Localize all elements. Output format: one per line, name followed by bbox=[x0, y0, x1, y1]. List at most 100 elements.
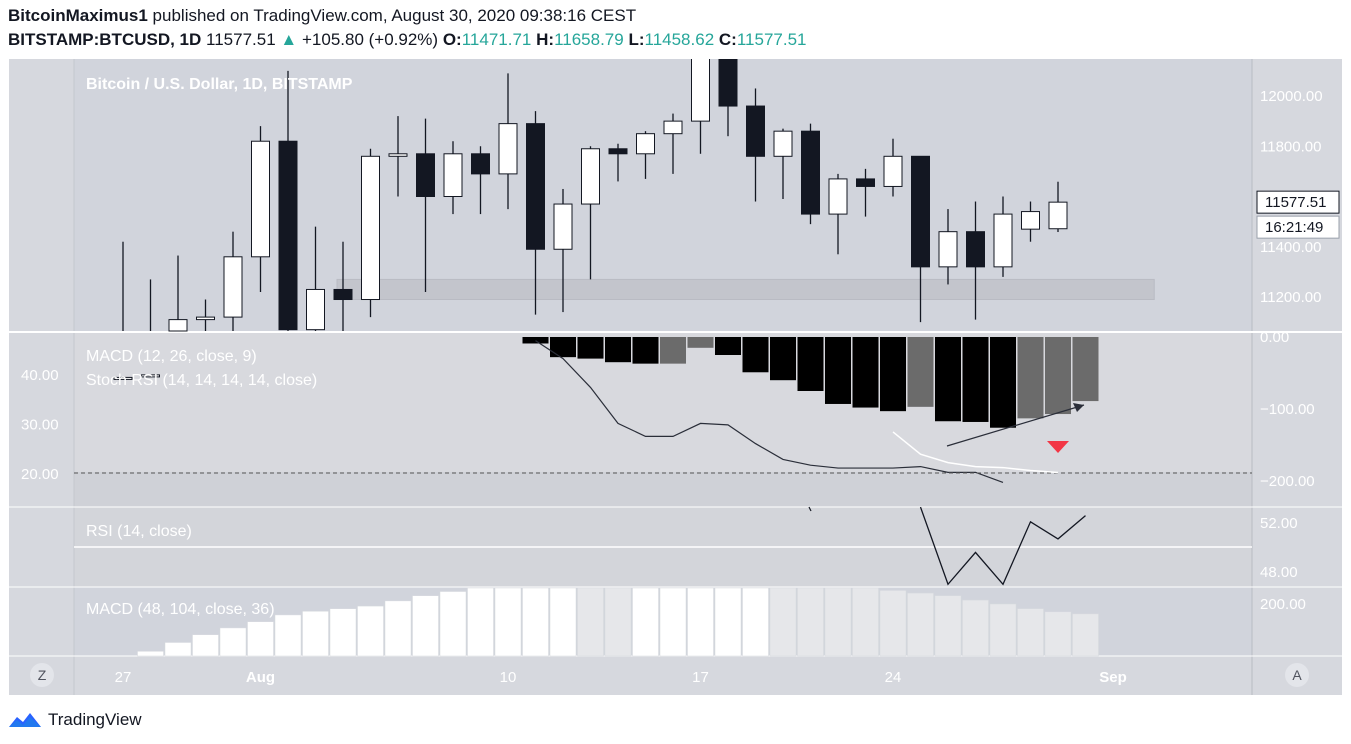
candle-down bbox=[911, 155, 930, 268]
price-tick-label: 11400.00 bbox=[1260, 239, 1321, 256]
tradingview-logo-icon[interactable] bbox=[8, 710, 42, 730]
macd2-histogram-bar bbox=[769, 587, 797, 657]
macd2-histogram-bar bbox=[522, 587, 549, 657]
macd2-histogram-bar bbox=[1044, 611, 1072, 657]
candle-up bbox=[993, 213, 1013, 268]
candle-down bbox=[718, 59, 738, 107]
macd-pane-title: MACD (12, 26, close, 9) bbox=[86, 348, 257, 365]
close-label: C: bbox=[718, 30, 737, 49]
published-text: published on TradingView.com, August 30,… bbox=[152, 6, 637, 25]
candle-up bbox=[1048, 201, 1068, 230]
macd2-histogram-bar bbox=[577, 587, 604, 657]
low-value: 11458.62 bbox=[644, 30, 715, 49]
macd2-histogram-bar bbox=[247, 621, 274, 657]
countdown-label: 16:21:49 bbox=[1265, 219, 1323, 236]
candle-down bbox=[856, 178, 875, 187]
macd2-histogram-bar bbox=[934, 595, 962, 657]
candle-up bbox=[828, 178, 848, 215]
open-label: O: bbox=[442, 30, 462, 49]
macd2-histogram-bar bbox=[357, 605, 384, 657]
candle-up bbox=[251, 140, 270, 258]
candle-up bbox=[883, 155, 903, 187]
macd2-histogram-bar bbox=[879, 590, 907, 657]
candle-down bbox=[471, 153, 490, 175]
price-tick-label: 11200.00 bbox=[1260, 289, 1321, 306]
candle-up bbox=[388, 153, 408, 157]
macd-histogram-bar bbox=[1072, 337, 1099, 402]
chart-canvas[interactable]: Bitcoin / U.S. Dollar, 1D, BITSTAMP 12000… bbox=[9, 59, 1342, 695]
candle-up bbox=[361, 155, 380, 301]
footer: TradingView bbox=[8, 707, 142, 733]
macd2-histogram-bar bbox=[274, 614, 302, 657]
last-price-label: 11577.51 bbox=[1265, 194, 1326, 211]
candle-up bbox=[553, 203, 573, 250]
zoom-button[interactable] bbox=[30, 663, 54, 687]
stoch-lower-band bbox=[74, 472, 1252, 507]
time-tick-label: 24 bbox=[885, 669, 902, 686]
macd2-histogram-bar bbox=[632, 587, 659, 657]
publisher-name[interactable]: BitcoinMaximus1 bbox=[8, 6, 148, 25]
macd2-tick-label: 200.00 bbox=[1260, 596, 1306, 613]
candle-down bbox=[746, 105, 765, 157]
macd-histogram-bar bbox=[550, 337, 576, 358]
price-pane-title: Bitcoin / U.S. Dollar, 1D, BITSTAMP bbox=[86, 76, 353, 93]
high-value: 11658.79 bbox=[554, 30, 624, 49]
tradingview-brand[interactable]: TradingView bbox=[48, 710, 142, 729]
time-axis bbox=[74, 656, 1252, 695]
support-zone bbox=[336, 278, 1155, 301]
macd2-histogram-bar bbox=[742, 587, 769, 657]
macd2-histogram-bar bbox=[659, 587, 687, 657]
stoch-signal-line bbox=[892, 431, 1059, 474]
macd-histogram-bar bbox=[687, 337, 714, 348]
time-tick-label: 17 bbox=[692, 669, 709, 686]
candle-up bbox=[113, 376, 133, 380]
macd-histogram-bar bbox=[1045, 337, 1071, 415]
last-price-tag bbox=[1256, 190, 1340, 214]
auto-scale-button-label: A bbox=[1292, 667, 1302, 683]
rsi-line-fragment bbox=[808, 506, 812, 512]
candle-down bbox=[801, 130, 820, 215]
high-label: H: bbox=[536, 30, 555, 49]
macd2-histogram-bar bbox=[962, 599, 989, 657]
open-value: 11471.71 bbox=[461, 30, 532, 49]
macd-histogram-bar bbox=[880, 337, 906, 412]
macd2-histogram-bar bbox=[549, 587, 577, 657]
macd-histogram-bar bbox=[632, 337, 659, 364]
macd-tick-label: 0.00 bbox=[1260, 329, 1289, 346]
macd2-histogram-bar bbox=[412, 595, 439, 657]
macd-histogram-bar bbox=[660, 337, 686, 364]
candle-up bbox=[196, 316, 215, 321]
macd-histogram-bar bbox=[522, 337, 549, 344]
macd2-histogram-bar bbox=[1072, 613, 1099, 657]
rsi-pane-title: RSI (14, close) bbox=[86, 523, 192, 540]
auto-scale-button[interactable] bbox=[1285, 663, 1309, 687]
macd2-histogram-bar bbox=[302, 611, 329, 657]
change-value: +105.80 (+0.92%) bbox=[301, 30, 439, 49]
macd-histogram-bar bbox=[605, 337, 631, 363]
candle-down bbox=[608, 148, 628, 155]
macd-histogram-bar bbox=[1017, 337, 1044, 419]
bearish-marker-icon bbox=[1047, 441, 1069, 453]
trendline-arrow-icon bbox=[1073, 403, 1084, 412]
macd2-histogram-bar bbox=[439, 591, 467, 657]
candle-up bbox=[168, 319, 188, 332]
macd-histogram-bar bbox=[825, 337, 851, 404]
macd2-histogram-bar bbox=[687, 587, 714, 657]
time-tick-label: 10 bbox=[500, 669, 517, 686]
candle-down bbox=[333, 288, 353, 301]
close-value: 11577.51 bbox=[736, 30, 807, 49]
macd-histogram-bar bbox=[797, 337, 824, 391]
zoom-button-label: Z bbox=[38, 667, 47, 683]
candle-up bbox=[691, 59, 710, 122]
macd-histogram-bar bbox=[715, 337, 741, 355]
macd2-histogram-bar bbox=[1017, 608, 1044, 657]
macd-histogram-bar bbox=[577, 337, 604, 359]
stoch-pane-title: Stoch RSI (14, 14, 14, 14, close) bbox=[86, 372, 317, 389]
macd2-histogram-bar bbox=[219, 627, 247, 657]
macd2-histogram-bar bbox=[192, 634, 219, 657]
candle-down bbox=[526, 123, 545, 250]
low-label: L: bbox=[628, 30, 645, 49]
countdown-tag bbox=[1256, 215, 1340, 239]
macd-histogram-bar bbox=[770, 337, 796, 381]
up-arrow-icon: ▲ bbox=[280, 30, 298, 49]
